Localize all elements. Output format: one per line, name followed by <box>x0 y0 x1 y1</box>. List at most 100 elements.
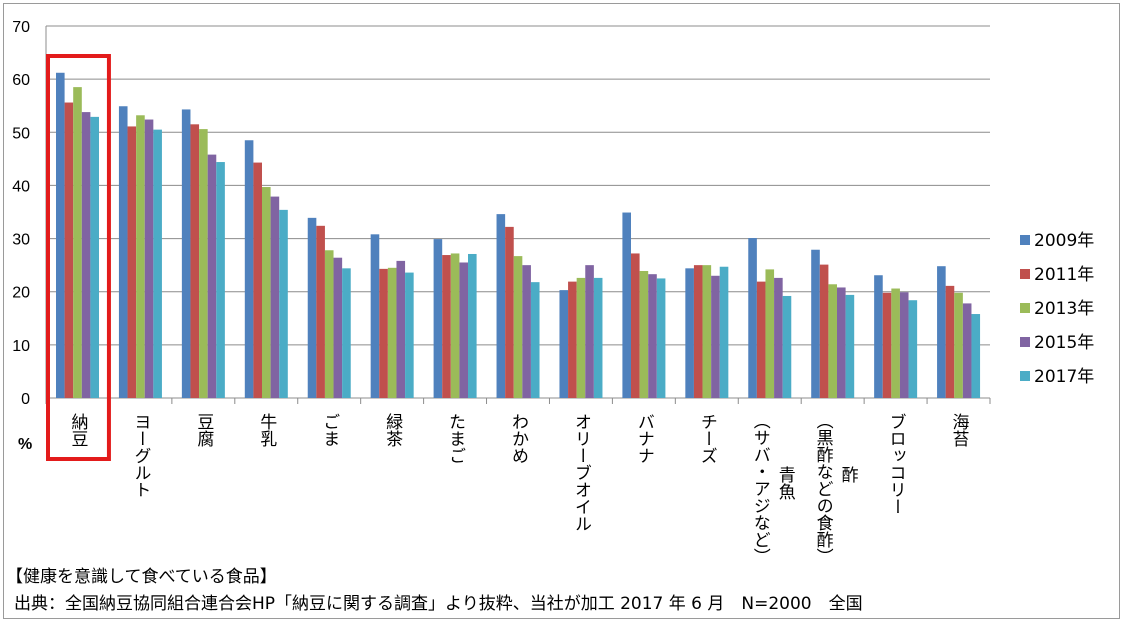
bar-2011年-納豆 <box>64 102 74 399</box>
y-tick-label: 20 <box>12 285 30 302</box>
bar-2015年-バナナ <box>648 274 657 398</box>
x-category-label: 豆腐 <box>193 413 214 448</box>
bar-2011年-海苔 <box>945 285 955 398</box>
bar-2013年-ヨーグルト <box>136 115 145 398</box>
legend-label: 2015年 <box>1034 333 1094 353</box>
bar-2013年-酢（黒酢などの食酢） <box>828 284 837 398</box>
bar-2009年-ごま <box>307 217 317 398</box>
legend-label: 2011年 <box>1034 265 1094 285</box>
bar-2011年-緑茶 <box>379 268 388 398</box>
bar-2013年-バナナ <box>639 270 649 398</box>
bar-2015年-ヨーグルト <box>144 119 154 398</box>
bar-2017年-オリーブオイル <box>593 277 603 398</box>
chart-source: 出典：全国納豆協同組合連合会HP「納豆に関する調査」より抜粋、当社が加工 201… <box>14 594 863 614</box>
bar-2017年-ブロッコリー <box>908 300 918 398</box>
bar-2009年-緑茶 <box>370 234 380 398</box>
chart-title: 【健康を意識して食べている食品】 <box>6 567 277 587</box>
x-category-label: ごま <box>319 413 339 447</box>
bar-2009年-酢（黒酢などの食酢） <box>811 249 820 398</box>
bar-2015年-わかめ <box>522 265 531 398</box>
x-category-label: ブロッコリー <box>886 413 906 515</box>
bar-2015年-納豆 <box>81 112 91 398</box>
x-category-label: 海苔 <box>949 413 970 447</box>
bar-2015年-酢（黒酢などの食酢） <box>837 287 846 398</box>
bar-2017年-わかめ <box>530 282 540 398</box>
bar-2015年-オリーブオイル <box>585 265 594 398</box>
bar-2015年-緑茶 <box>396 260 406 398</box>
bar-2009年-わかめ <box>496 214 506 398</box>
bar-2017年-海苔 <box>971 314 981 398</box>
bar-2015年-青魚（サバ・アジなど） <box>774 277 783 398</box>
y-tick-label: 30 <box>12 232 30 249</box>
y-tick-label: 50 <box>12 125 30 142</box>
x-category-label: チーズ <box>697 413 717 464</box>
legend-swatch <box>1020 235 1030 245</box>
bar-2009年-バナナ <box>622 212 631 398</box>
bar-2011年-ヨーグルト <box>127 126 137 398</box>
bar-2013年-たまご <box>450 253 460 398</box>
bar-2009年-牛乳 <box>244 140 254 398</box>
chart-frame <box>3 3 1120 619</box>
bar-2011年-たまご <box>442 255 451 398</box>
bar-2015年-ブロッコリー <box>899 292 909 398</box>
bar-2013年-牛乳 <box>262 187 271 398</box>
bar-2011年-ごま <box>316 225 325 398</box>
bar-2015年-海苔 <box>962 303 972 398</box>
bar-2011年-酢（黒酢などの食酢） <box>819 264 829 398</box>
bar-2009年-豆腐 <box>181 109 191 398</box>
bar-2013年-豆腐 <box>199 129 208 398</box>
bar-2017年-緑茶 <box>405 272 414 398</box>
bar-2009年-ヨーグルト <box>118 106 128 398</box>
legend-label: 2013年 <box>1034 299 1094 319</box>
bar-2009年-納豆 <box>56 72 65 398</box>
bar-2011年-豆腐 <box>190 124 200 399</box>
bar-2017年-バナナ <box>656 278 666 398</box>
bar-2011年-わかめ <box>505 226 514 398</box>
bar-2009年-たまご <box>433 239 443 398</box>
x-category-label: 緑茶 <box>382 413 403 447</box>
bar-2013年-チーズ <box>702 265 712 398</box>
y-tick-label: 10 <box>12 338 30 355</box>
bar-2017年-ごま <box>342 268 351 398</box>
x-category-label: 牛乳 <box>256 413 277 447</box>
x-category-label: 酢 <box>838 466 859 483</box>
bar-2015年-チーズ <box>711 275 720 398</box>
bar-2013年-緑茶 <box>387 267 397 398</box>
bar-2017年-青魚（サバ・アジなど） <box>782 295 792 398</box>
bar-2015年-豆腐 <box>207 154 217 398</box>
highlight-box <box>46 54 111 461</box>
y-tick-label: 0 <box>21 391 30 408</box>
x-category-label: 納豆 <box>67 413 88 447</box>
x-category-label: オリーブオイル <box>571 413 591 532</box>
bar-2011年-牛乳 <box>253 162 262 398</box>
bar-2017年-チーズ <box>719 266 729 398</box>
bar-2009年-チーズ <box>685 268 694 398</box>
bar-2011年-バナナ <box>631 253 640 398</box>
y-tick-label: 70 <box>12 19 30 36</box>
bar-2017年-ヨーグルト <box>153 129 162 398</box>
bar-2015年-たまご <box>459 262 468 398</box>
bar-2013年-わかめ <box>513 256 523 398</box>
y-tick-label: 60 <box>12 72 30 89</box>
y-tick-label: 40 <box>12 178 30 195</box>
bar-2013年-オリーブオイル <box>576 277 586 398</box>
legend-swatch <box>1020 371 1030 381</box>
bar-2017年-牛乳 <box>279 209 288 398</box>
y-axis-unit: % <box>18 436 33 453</box>
legend-label: 2009年 <box>1034 231 1094 251</box>
x-category-label: バナナ <box>634 413 654 464</box>
legend-swatch <box>1020 269 1030 279</box>
legend-swatch <box>1020 337 1030 347</box>
bar-2013年-青魚（サバ・アジなど） <box>765 269 775 398</box>
legend-label: 2017年 <box>1034 367 1094 387</box>
bar-2017年-たまご <box>468 253 477 398</box>
bar-2009年-ブロッコリー <box>874 275 883 398</box>
bar-2011年-ブロッコリー <box>882 292 892 398</box>
bar-2015年-ごま <box>333 257 343 398</box>
x-category-label: 青魚 <box>775 466 796 500</box>
bar-2015年-牛乳 <box>270 196 280 398</box>
x-category-label: わかめ <box>508 413 528 464</box>
bar-2013年-納豆 <box>73 87 82 398</box>
x-category-label: たまご <box>445 413 465 464</box>
